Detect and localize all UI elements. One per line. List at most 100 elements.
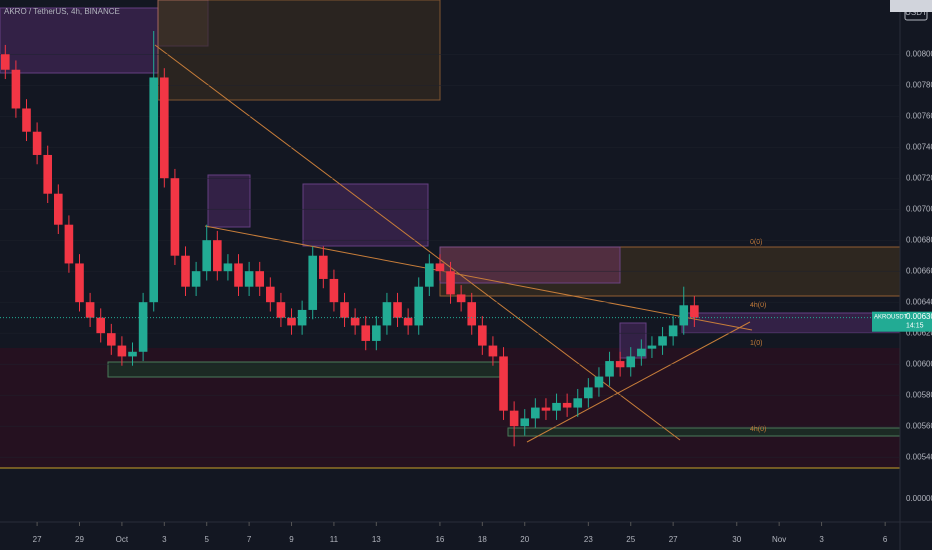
candle-body (637, 348, 646, 357)
zone (619, 322, 647, 359)
candle-body (626, 356, 636, 368)
candle-body (499, 356, 508, 411)
candle-body (509, 410, 519, 427)
x-tick-label: 23 (584, 535, 593, 544)
x-tick-label: 9 (289, 535, 294, 544)
candle-body (658, 336, 667, 346)
candle-body (213, 240, 222, 272)
candle-body (615, 361, 625, 368)
x-tick-label: 27 (669, 535, 678, 544)
candle-body (456, 294, 466, 303)
candle-body (340, 302, 349, 318)
candle-body (573, 398, 583, 408)
candle-body (85, 302, 95, 318)
y-tick-label: 0.00000 (906, 494, 932, 503)
candle-body (541, 407, 551, 411)
x-tick-label: 25 (626, 535, 635, 544)
candle-body (308, 255, 318, 310)
candle-body (181, 255, 190, 287)
candle-body (107, 333, 116, 346)
candle-body (160, 77, 169, 179)
x-tick-label: 6 (883, 535, 888, 544)
candle-body (234, 263, 243, 287)
x-tick-label: 7 (247, 535, 252, 544)
candle-body (520, 418, 530, 427)
last-price-label: 0.00630 (906, 312, 932, 321)
candle-body (414, 286, 424, 326)
candle-body (202, 240, 212, 272)
chart-title: AKRO / TetherUS, 4h, BINANCE (4, 7, 120, 16)
zone (302, 183, 429, 247)
candle-body (531, 407, 540, 419)
x-tick-label: 5 (204, 535, 209, 544)
candle-body (668, 325, 678, 337)
fib-label: 0(0) (750, 239, 762, 246)
candle-body (266, 286, 275, 303)
x-tick-label: 13 (372, 535, 381, 544)
candle-body (372, 325, 381, 341)
candle-body (149, 77, 159, 303)
candle-body (467, 302, 477, 326)
candle-body (11, 69, 21, 109)
candle-body (552, 402, 561, 411)
candle-body (54, 193, 63, 225)
zone (157, 0, 441, 101)
x-tick-label: 3 (819, 535, 824, 544)
x-tick-label: Nov (772, 535, 786, 544)
candle-body (562, 402, 572, 408)
fib-label: 4h(0) (750, 426, 766, 433)
candle-body (244, 271, 254, 287)
candle-body (679, 305, 689, 326)
candle-body (170, 178, 180, 256)
x-tick-label: 16 (435, 535, 444, 544)
symbol-label: AKROUSDT (874, 314, 908, 320)
candle-body (287, 317, 296, 326)
candle-body (32, 131, 42, 155)
candle-body (584, 387, 593, 399)
last-price-box (872, 311, 932, 332)
trend-line (526, 321, 751, 443)
x-tick-label: 11 (330, 535, 339, 544)
candle-body (647, 345, 657, 349)
low-box (890, 0, 932, 12)
candle-body (393, 302, 402, 318)
candle-body (605, 361, 614, 377)
zone (0, 7, 159, 74)
candle-body (594, 376, 604, 388)
y-tick-label: 0.00800 (906, 49, 932, 58)
candle-body (96, 317, 106, 334)
trend-line (154, 44, 681, 441)
candle-body (350, 317, 360, 326)
candle-body (64, 224, 74, 264)
x-tick-label: 30 (732, 535, 741, 544)
x-tick-label: Oct (116, 535, 129, 544)
candle-body (478, 325, 487, 346)
currency[interactable]: USDT (905, 8, 927, 17)
candle-body (191, 271, 201, 287)
trend-line (204, 225, 753, 331)
candle-body (425, 263, 434, 287)
candle-body (690, 305, 699, 318)
x-tick-label: 29 (75, 535, 84, 544)
candle-body (117, 345, 127, 357)
zone (439, 246, 621, 284)
candle-body (329, 278, 339, 303)
x-tick-label: 27 (33, 535, 42, 544)
x-tick-label: 20 (520, 535, 529, 544)
zone (207, 174, 251, 228)
